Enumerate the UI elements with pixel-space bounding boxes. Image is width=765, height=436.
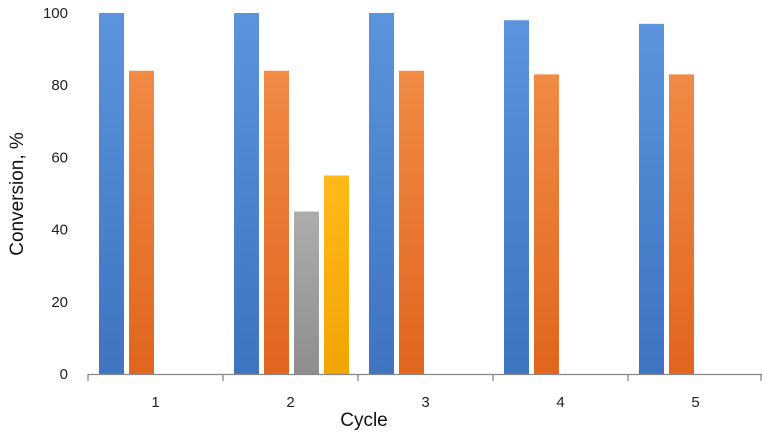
y-axis-title: Conversion, % xyxy=(7,132,28,256)
bar-cycle-1-series-2 xyxy=(129,70,154,374)
y-tick-label: 100 xyxy=(43,5,68,22)
x-tick-label: 3 xyxy=(421,394,429,411)
y-tick-label: 0 xyxy=(60,366,68,383)
x-tick-label: 4 xyxy=(556,394,564,411)
bar-cycle-5-series-2 xyxy=(669,74,694,375)
bar-cycle-2-series-4 xyxy=(324,175,349,374)
x-axis-title: Cycle xyxy=(340,410,388,431)
bar-cycle-3-series-1 xyxy=(369,13,394,374)
y-tick-label: 60 xyxy=(51,149,68,166)
bar-cycle-1-series-1 xyxy=(99,13,124,374)
x-tick-label: 2 xyxy=(286,394,294,411)
bar-cycle-2-series-2 xyxy=(264,70,289,374)
bar-cycle-5-series-1 xyxy=(639,23,664,375)
y-tick-label: 80 xyxy=(51,77,68,94)
bar-cycle-2-series-1 xyxy=(234,13,259,374)
x-axis-ticks: 1 2 3 4 5 xyxy=(87,374,762,411)
bar-cycle-4-series-1 xyxy=(504,20,529,374)
y-tick-label: 40 xyxy=(51,222,68,239)
y-tick-label: 20 xyxy=(51,294,68,311)
bar-cycle-3-series-2 xyxy=(399,70,424,374)
x-tick-label: 5 xyxy=(691,394,699,411)
bars xyxy=(99,13,694,375)
x-tick-label: 1 xyxy=(151,394,159,411)
y-axis-ticks: 0 20 40 60 80 100 xyxy=(43,5,68,383)
bar-cycle-4-series-2 xyxy=(534,74,559,375)
bar-cycle-2-series-3 xyxy=(294,211,319,374)
